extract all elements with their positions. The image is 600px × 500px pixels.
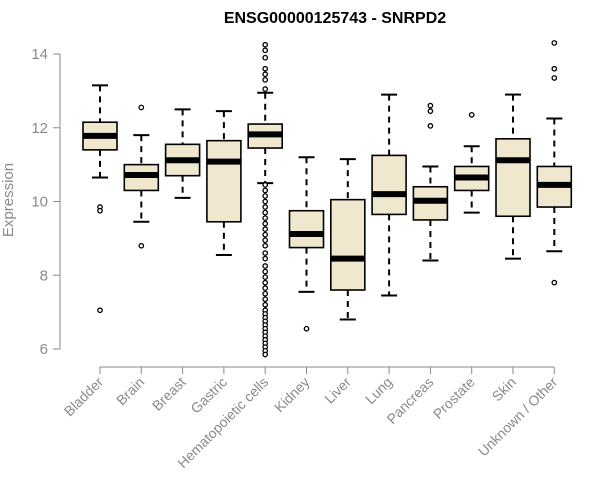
outlier-point	[551, 40, 558, 46]
outlier-point	[262, 268, 269, 275]
box-prostate	[453, 111, 490, 214]
y-axis: 6 8 10 12 14	[31, 46, 61, 358]
outlier-point	[138, 242, 145, 249]
y-tick-label: 10	[31, 194, 48, 211]
outlier-point	[262, 351, 269, 358]
outlier-point	[262, 226, 269, 233]
box-iqr	[288, 209, 325, 249]
box-lung	[371, 93, 407, 297]
outlier-point	[262, 279, 269, 286]
box-unknown-other	[536, 40, 573, 286]
y-tick-label: 14	[31, 46, 48, 63]
y-axis-label: Expression	[0, 163, 17, 237]
outlier-point	[262, 47, 269, 54]
outlier-point	[262, 274, 269, 280]
box-breast	[164, 108, 201, 199]
outlier-point	[262, 237, 269, 244]
outlier-point	[262, 54, 269, 61]
box-skin	[495, 93, 531, 260]
outlier-point	[262, 65, 269, 72]
outlier-point	[551, 75, 558, 81]
x-tick-label: Breast	[149, 374, 189, 414]
box-bladder	[82, 84, 118, 314]
outlier-point	[262, 182, 269, 188]
box-kidney	[288, 156, 325, 332]
outlier-point	[262, 76, 269, 83]
outlier-point	[262, 193, 269, 199]
x-tick-label: Skin	[489, 374, 520, 405]
box-brain	[123, 104, 160, 249]
outlier-point	[427, 123, 434, 129]
box-liver	[329, 158, 366, 321]
outlier-point	[262, 263, 269, 269]
outlier-point	[97, 307, 103, 314]
x-tick-label: Liver	[321, 374, 354, 407]
box-iqr	[371, 154, 407, 216]
outlier-point	[262, 41, 269, 48]
outlier-point	[262, 290, 269, 297]
outlier-point	[551, 65, 558, 72]
outlier-point	[262, 296, 269, 303]
outlier-point	[262, 204, 269, 210]
outlier-point	[262, 242, 269, 249]
outlier-point	[427, 102, 434, 109]
y-tick-label: 6	[40, 341, 48, 358]
box-iqr	[329, 198, 366, 291]
box-iqr	[206, 139, 242, 223]
outlier-point	[262, 86, 269, 92]
x-tick-label: Brain	[113, 374, 147, 408]
box-pancreas	[412, 102, 449, 262]
x-tick-label: Lung	[362, 374, 395, 407]
y-tick-label: 12	[31, 120, 48, 137]
y-tick-label: 8	[40, 267, 48, 284]
box-plots	[82, 40, 573, 358]
outlier-point	[262, 198, 269, 205]
outlier-point	[262, 215, 269, 221]
outlier-point	[262, 71, 269, 78]
outlier-point	[303, 325, 310, 332]
outlier-point	[97, 207, 103, 214]
chart-title: ENSG00000125743 - SNRPD2	[224, 10, 446, 27]
outlier-point	[427, 108, 434, 115]
outlier-point	[262, 285, 269, 292]
outlier-point	[262, 187, 269, 194]
outlier-point	[262, 231, 269, 238]
outlier-point	[262, 220, 269, 227]
outlier-point	[551, 279, 558, 286]
outlier-point	[468, 111, 475, 118]
box-iqr	[495, 138, 531, 218]
x-tick-label: Prostate	[430, 374, 478, 422]
x-tick-label: Kidney	[271, 374, 313, 416]
outlier-point	[262, 250, 269, 256]
outlier-point	[262, 255, 269, 262]
box-gastric	[206, 110, 242, 256]
x-tick-label: Bladder	[61, 374, 107, 420]
outlier-point	[138, 104, 145, 111]
outlier-point	[262, 209, 269, 216]
outlier-point	[262, 301, 269, 308]
box-hematopoietic-cells	[247, 41, 283, 358]
